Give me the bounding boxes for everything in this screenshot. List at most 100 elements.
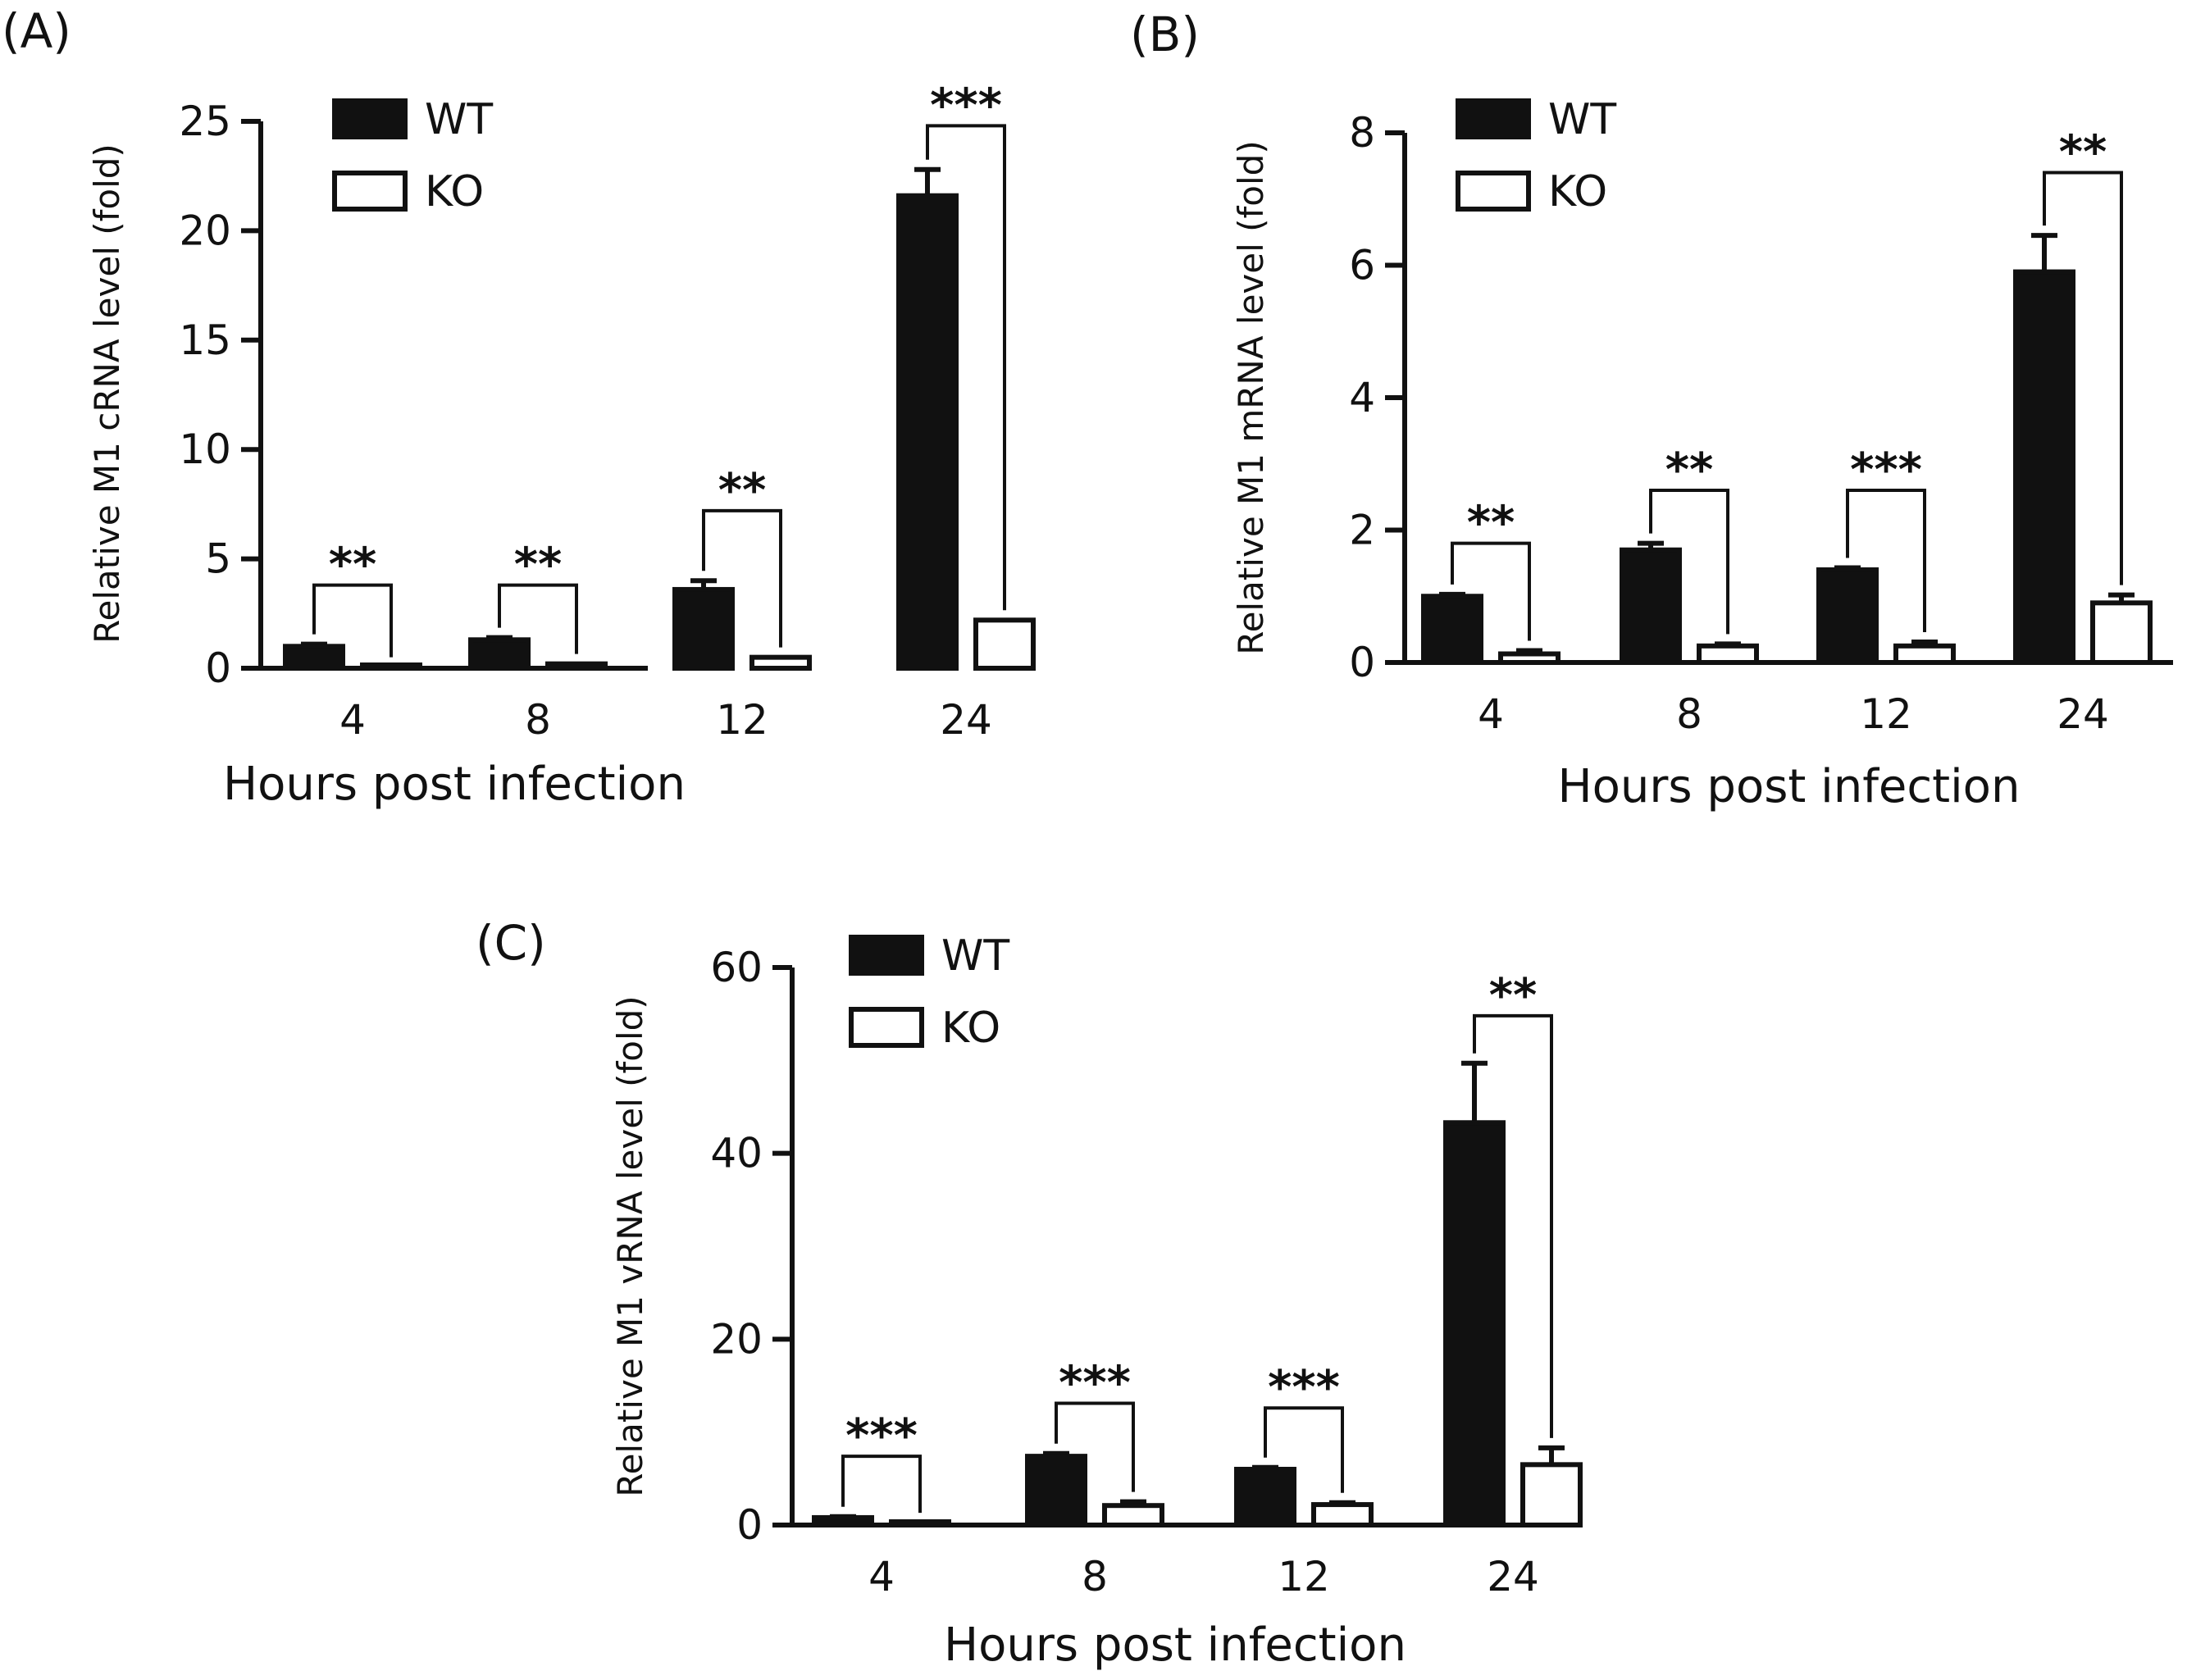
chart-panel-1: (A) 0 5 10 15 20 25 ** 4 ** 8 ** 12 *** 24 Hours post i… [2, 3, 1036, 811]
significance-stars: ** [718, 464, 767, 517]
bar-wt-4h [1421, 594, 1483, 665]
bar-ko-4h [1498, 651, 1561, 666]
legend-swatch-ko [332, 171, 408, 212]
chart-panel-3: (C) 0 20 40 60 *** 4 *** 8 *** 12 ** 24 Hours post in… [476, 915, 1583, 1672]
significance-bracket [926, 124, 1006, 611]
x-axis-title: Hours post infection [223, 758, 686, 811]
x-tick-label: 4 [1478, 690, 1504, 738]
panel-label: (C) [476, 915, 546, 971]
x-tick-label: 12 [716, 696, 768, 744]
y-tick-label: 6 [1349, 242, 1375, 289]
y-tick-label: 15 [179, 316, 231, 364]
significance-bracket [2043, 171, 2123, 585]
y-tick-label: 60 [710, 944, 763, 991]
y-tick-label: 2 [1349, 507, 1375, 554]
bar-wt-24h [2013, 269, 2075, 665]
significance-stars: *** [930, 79, 1002, 132]
bar-wt-4h [283, 644, 345, 672]
bar-wt-8h [1025, 1454, 1087, 1527]
bar-ko-12h [1893, 643, 1956, 665]
x-tick-label: 8 [1082, 1553, 1108, 1600]
x-tick-label: 24 [2057, 690, 2109, 738]
legend-swatch-ko [1456, 171, 1531, 212]
y-tick-label: 0 [1349, 639, 1375, 686]
legend-label-ko: KO [941, 1004, 1000, 1053]
x-tick-label: 24 [940, 696, 992, 744]
significance-stars: *** [1268, 1361, 1340, 1414]
bar-ko-12h [750, 654, 812, 671]
y-axis-title: Relative M1 vRNA level (fold) [610, 995, 650, 1496]
legend-label-ko: KO [1548, 167, 1607, 216]
x-axis-title: Hours post infection [1558, 760, 2021, 813]
y-tick-label: 20 [710, 1315, 763, 1363]
significance-stars: ** [329, 539, 377, 592]
significance-stars: ** [1467, 497, 1515, 550]
bar-ko-8h [1697, 643, 1759, 665]
x-tick-label: 4 [339, 696, 366, 744]
bar-ko-24h [973, 617, 1036, 672]
x-tick-label: 12 [1278, 1553, 1330, 1600]
bar-ko-12h [1311, 1502, 1374, 1527]
y-tick-label: 0 [736, 1501, 763, 1549]
significance-bracket [312, 583, 393, 658]
x-tick-label: 8 [525, 696, 551, 744]
y-tick-label: 10 [179, 426, 231, 473]
legend-swatch-ko [849, 1007, 924, 1048]
bar-wt-12h [1816, 567, 1879, 666]
legend-swatch-wt [1456, 98, 1531, 139]
x-tick-label: 12 [1860, 690, 1912, 738]
y-axis-title: Relative M1 mRNA level (fold) [1231, 140, 1271, 654]
x-tick-label: 24 [1487, 1553, 1539, 1600]
x-tick-label: 8 [1676, 690, 1702, 738]
y-axis-title: Relative M1 cRNA level (fold) [87, 143, 127, 644]
significance-bracket [1451, 541, 1531, 641]
y-tick-label: 20 [179, 207, 231, 254]
significance-bracket [1846, 489, 1926, 632]
bar-ko-8h [1102, 1503, 1164, 1527]
significance-stars: *** [1059, 1357, 1131, 1410]
y-tick-label: 0 [205, 644, 231, 692]
significance-stars: ** [1665, 444, 1714, 497]
bar-ko-4h [360, 662, 422, 671]
significance-stars: *** [845, 1409, 918, 1463]
bar-wt-4h [812, 1514, 874, 1528]
x-axis-title: Hours post infection [944, 1619, 1406, 1672]
x-tick-label: 4 [868, 1553, 895, 1600]
y-tick-label: 25 [179, 98, 231, 145]
y-tick-label: 4 [1349, 374, 1375, 421]
bar-wt-24h [1443, 1120, 1506, 1528]
panel-label: (B) [1130, 7, 1200, 62]
bar-wt-12h [1234, 1467, 1296, 1527]
y-tick-label: 5 [205, 535, 231, 583]
significance-bracket [1264, 1406, 1344, 1493]
significance-stars: ** [514, 539, 563, 592]
legend-swatch-wt [849, 935, 924, 976]
bar-wt-24h [896, 193, 959, 672]
y-tick-label: 8 [1349, 109, 1375, 157]
bar-ko-4h [889, 1519, 951, 1527]
significance-bracket [702, 508, 782, 648]
y-tick-label: 40 [710, 1130, 763, 1177]
bar-ko-8h [545, 661, 608, 672]
panel-label: (A) [2, 3, 71, 59]
legend-label-wt: WT [1548, 95, 1616, 144]
significance-bracket [1055, 1401, 1135, 1492]
significance-bracket [1649, 489, 1729, 635]
bar-wt-8h [468, 637, 531, 671]
bar-ko-24h [2090, 600, 2153, 666]
legend-swatch-wt [332, 98, 408, 139]
significance-stars: *** [1850, 444, 1922, 497]
significance-bracket [498, 583, 578, 654]
bar-wt-8h [1620, 547, 1682, 665]
bar-ko-24h [1520, 1462, 1583, 1528]
significance-bracket [1473, 1013, 1553, 1438]
bar-wt-12h [672, 586, 735, 672]
legend-label-wt: WT [425, 95, 493, 144]
significance-stars: ** [2059, 125, 2107, 179]
significance-bracket [841, 1455, 922, 1514]
legend-label-ko: KO [425, 167, 484, 216]
legend-label-wt: WT [941, 931, 1009, 981]
significance-stars: ** [1489, 969, 1538, 1022]
